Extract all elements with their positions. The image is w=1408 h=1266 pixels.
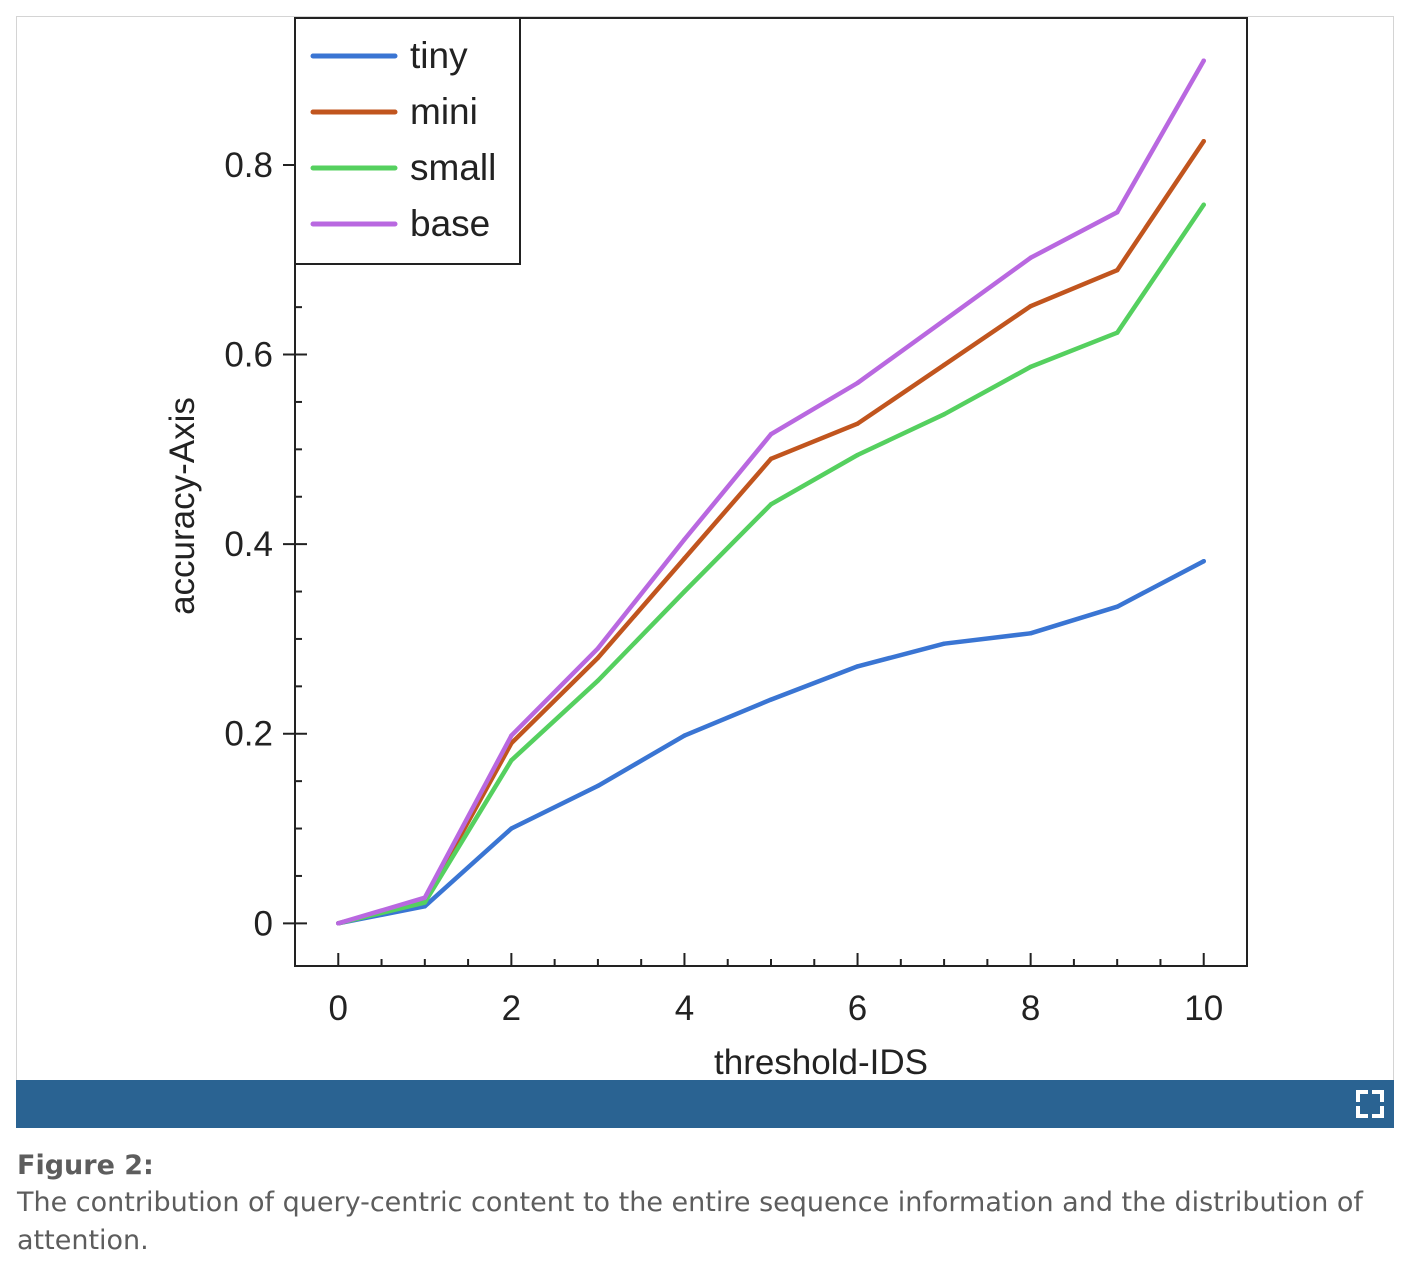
data-point-small bbox=[682, 589, 687, 594]
data-point-tiny bbox=[768, 697, 774, 702]
data-point-mini bbox=[941, 362, 947, 368]
data-point-tiny bbox=[682, 733, 687, 738]
data-point-small bbox=[422, 900, 428, 905]
data-point-base bbox=[682, 537, 687, 542]
data-point-mini bbox=[855, 421, 860, 426]
data-point-base bbox=[509, 733, 514, 738]
y-tick-label: 0.2 bbox=[224, 715, 273, 754]
data-point-mini bbox=[1201, 139, 1206, 144]
series-line-tiny bbox=[336, 558, 1206, 926]
data-point-base bbox=[855, 380, 860, 386]
data-point-mini bbox=[1114, 267, 1120, 273]
data-point-base bbox=[941, 318, 947, 323]
data-point-small bbox=[768, 502, 774, 507]
data-point-mini bbox=[1028, 303, 1033, 309]
caption-title: Figure 2: bbox=[17, 1150, 154, 1181]
data-point-small bbox=[509, 758, 514, 763]
data-point-tiny bbox=[509, 826, 514, 831]
data-point-base bbox=[1028, 255, 1033, 261]
data-point-tiny bbox=[422, 904, 428, 909]
data-point-base bbox=[1114, 210, 1120, 215]
data-point-tiny bbox=[1114, 604, 1120, 609]
data-point-small bbox=[1114, 330, 1120, 335]
x-tick-label: 8 bbox=[1021, 989, 1040, 1028]
y-tick-label: 0.4 bbox=[224, 525, 273, 564]
line-chart: 0 2 4 6 8 10 0 0.2 0.4 0.6 0.8 threshold-IDS accurac… bbox=[163, 17, 1248, 1080]
data-point-base bbox=[768, 431, 774, 437]
caption-text: The contribution of query-centric conten… bbox=[17, 1187, 1363, 1256]
data-point-small bbox=[1201, 202, 1206, 207]
figure-toolbar bbox=[16, 1080, 1394, 1128]
data-point-small bbox=[1028, 364, 1033, 370]
data-point-tiny bbox=[941, 641, 947, 646]
y-tick-label: 0.6 bbox=[224, 336, 273, 375]
data-point-mini bbox=[768, 456, 774, 462]
y-axis-title: accuracy-Axis bbox=[163, 397, 202, 615]
x-tick-label: 6 bbox=[848, 989, 867, 1028]
legend-label-tiny: tiny bbox=[410, 35, 468, 76]
data-point-tiny bbox=[855, 664, 860, 669]
y-tick-label: 0 bbox=[254, 904, 273, 943]
data-point-small bbox=[941, 412, 947, 417]
x-axis-title: threshold-IDS bbox=[714, 1043, 928, 1080]
data-point-tiny bbox=[595, 783, 601, 789]
data-point-tiny bbox=[1028, 631, 1033, 636]
legend-label-base: base bbox=[410, 203, 490, 244]
data-point-base bbox=[1201, 58, 1206, 63]
data-point-mini bbox=[595, 655, 601, 661]
data-point-small bbox=[855, 452, 860, 458]
data-point-base bbox=[595, 646, 601, 651]
x-tick-label: 0 bbox=[329, 989, 348, 1028]
x-tick-label: 10 bbox=[1184, 989, 1223, 1028]
data-point-mini bbox=[682, 556, 687, 561]
legend-label-mini: mini bbox=[410, 91, 478, 132]
x-tick-label: 4 bbox=[675, 989, 694, 1028]
figure-caption: Figure 2: The contribution of query-cent… bbox=[17, 1148, 1387, 1260]
data-point-small bbox=[595, 678, 601, 683]
y-tick-label: 0.8 bbox=[224, 146, 273, 185]
data-point-base bbox=[336, 921, 341, 926]
expand-icon[interactable] bbox=[1356, 1090, 1384, 1118]
data-point-tiny bbox=[1201, 559, 1206, 564]
data-point-base bbox=[422, 895, 428, 900]
legend-label-small: small bbox=[410, 147, 496, 188]
x-tick-label: 2 bbox=[502, 989, 521, 1028]
